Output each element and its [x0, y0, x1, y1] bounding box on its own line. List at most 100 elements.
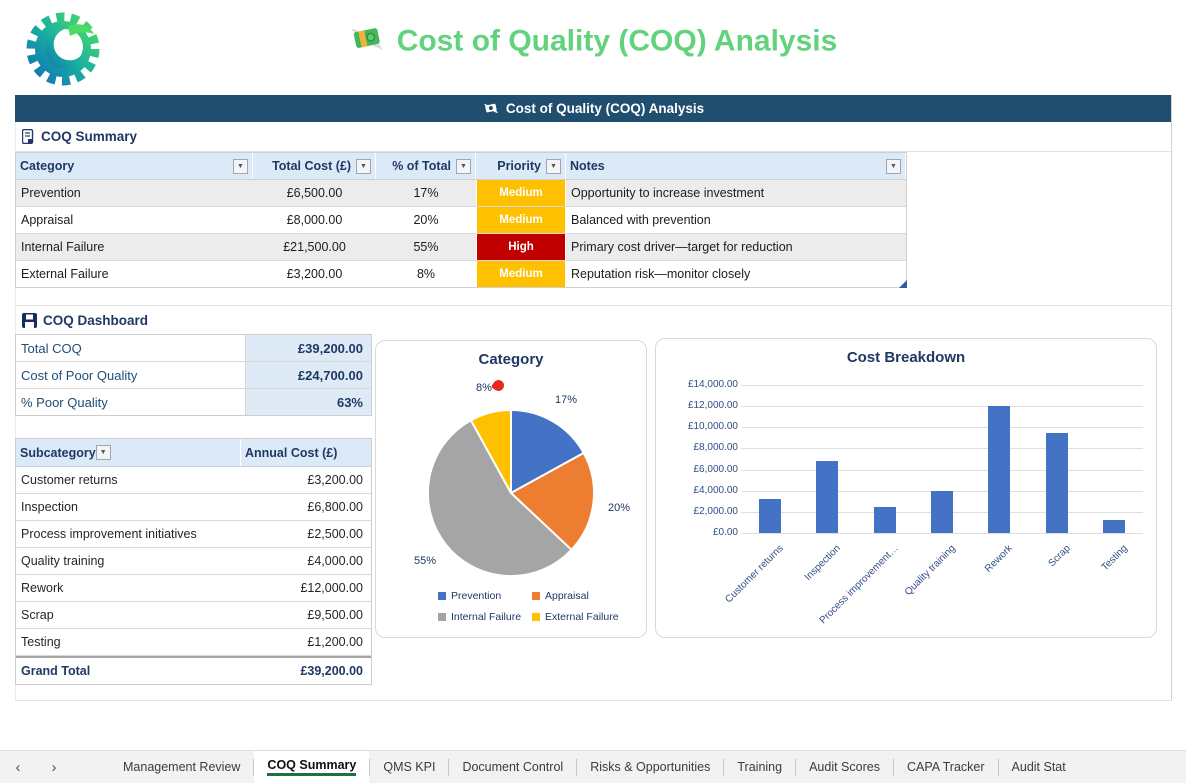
tab-scroll-left-button[interactable]: ‹ [0, 759, 36, 776]
priority-badge[interactable]: High [476, 234, 566, 260]
filter-dropdown[interactable]: ▼ [886, 159, 901, 174]
sheet-tab-label: Audit Scores [809, 760, 880, 774]
sheet-tab-qms-kpi[interactable]: QMS KPI [370, 751, 448, 783]
notes-cell[interactable]: Opportunity to increase investment [566, 180, 906, 206]
sheet-tab-capa-tracker[interactable]: CAPA Tracker [894, 751, 998, 783]
kpi-value[interactable]: £39,200.00 [246, 335, 371, 361]
priority-badge[interactable]: Medium [476, 261, 566, 287]
column-header-priority[interactable]: Priority▼ [476, 153, 566, 179]
kpi-row-poor-quality: % Poor Quality63% [16, 389, 371, 415]
sheet-tab-label: Management Review [123, 760, 240, 774]
category-cell[interactable]: Internal Failure [16, 234, 253, 260]
legend-label: Internal Failure [451, 611, 521, 623]
y-axis-tick-label: £2,000.00 [658, 506, 738, 517]
sheet-tab-management-review[interactable]: Management Review [110, 751, 253, 783]
annual-cost-column-header[interactable]: Annual Cost (£) [241, 439, 371, 466]
subcategory-row-process-improvement-initiatives: Process improvement initiatives£2,500.00 [16, 521, 371, 548]
bar-process-improvement [874, 507, 896, 533]
subcategory-row-rework: Rework£12,000.00 [16, 575, 371, 602]
annual-cost-cell[interactable]: £2,500.00 [241, 521, 371, 547]
subcategory-cell[interactable]: Process improvement initiatives [16, 521, 241, 547]
legend-label: External Failure [545, 611, 619, 623]
pie-plot: 17%20%55%8% [376, 373, 646, 605]
column-header-of-total[interactable]: % of Total ▼ [376, 153, 476, 179]
annual-cost-cell[interactable]: £3,200.00 [241, 467, 371, 493]
money-with-wings-icon [349, 22, 385, 61]
annual-cost-cell[interactable]: £4,000.00 [241, 548, 371, 574]
cost-breakdown-bar-chart[interactable]: Cost Breakdown £0.00£2,000.00£4,000.00£6… [655, 338, 1157, 638]
y-axis-tick-label: £10,000.00 [658, 421, 738, 432]
subcategory-cell[interactable]: Customer returns [16, 467, 241, 493]
category-cell[interactable]: External Failure [16, 261, 253, 287]
bar-quality-training [931, 491, 953, 533]
slice-label-internal-failure: 55% [414, 555, 436, 567]
column-header-category[interactable]: Category▼ [16, 153, 253, 179]
legend-swatch [438, 592, 446, 600]
sheet-tab-training[interactable]: Training [724, 751, 795, 783]
sheet-tab-audit-scores[interactable]: Audit Scores [796, 751, 893, 783]
notes-cell[interactable]: Primary cost driver—target for reduction [566, 234, 906, 260]
annual-cost-cell[interactable]: £6,800.00 [241, 494, 371, 520]
pct-of-total-cell[interactable]: 8% [376, 261, 476, 287]
legend-item-prevention: Prevention [438, 590, 532, 602]
annual-cost-cell[interactable]: £12,000.00 [241, 575, 371, 601]
annual-cost-cell[interactable]: £1,200.00 [241, 629, 371, 655]
legend-item-appraisal: Appraisal [532, 590, 619, 602]
total-cost-cell[interactable]: £21,500.00 [253, 234, 376, 260]
priority-badge[interactable]: Medium [476, 207, 566, 233]
subcategory-row-quality-training: Quality training£4,000.00 [16, 548, 371, 575]
sheet-tab-document-control[interactable]: Document Control [449, 751, 576, 783]
total-cost-cell[interactable]: £3,200.00 [253, 261, 376, 287]
filter-dropdown[interactable]: ▼ [233, 159, 248, 174]
notes-cell[interactable]: Reputation risk—monitor closely [566, 261, 906, 287]
filter-dropdown[interactable]: ▼ [96, 445, 111, 460]
sheet-banner: Cost of Quality (COQ) Analysis [15, 95, 1172, 122]
legend-swatch [532, 613, 540, 621]
annual-cost-cell[interactable]: £9,500.00 [241, 602, 371, 628]
subcategory-column-header[interactable]: Subcategory ▼ [16, 439, 241, 466]
pct-of-total-cell[interactable]: 17% [376, 180, 476, 206]
notes-cell[interactable]: Balanced with prevention [566, 207, 906, 233]
category-pie-chart[interactable]: Category 17%20%55%8% PreventionAppraisal… [375, 340, 647, 638]
kpi-value[interactable]: £24,700.00 [246, 362, 371, 388]
pct-of-total-cell[interactable]: 20% [376, 207, 476, 233]
filter-dropdown[interactable]: ▼ [546, 159, 561, 174]
y-axis-tick-label: £14,000.00 [658, 379, 738, 390]
sheet-tab-label: CAPA Tracker [907, 760, 985, 774]
column-header-label: Notes [570, 159, 605, 173]
subcategory-cell[interactable]: Quality training [16, 548, 241, 574]
subcategory-cell[interactable]: Scrap [16, 602, 241, 628]
subcategory-cell[interactable]: Rework [16, 575, 241, 601]
column-header-total-cost[interactable]: Total Cost (£) ▼ [253, 153, 376, 179]
category-cell[interactable]: Prevention [16, 180, 253, 206]
total-cost-cell[interactable]: £6,500.00 [253, 180, 376, 206]
tab-scroll-right-button[interactable]: › [36, 759, 72, 776]
pct-of-total-cell[interactable]: 55% [376, 234, 476, 260]
subcategory-table: Subcategory ▼ Annual Cost (£) Customer r… [15, 438, 372, 685]
coq-analysis-sheet: Cost of Quality (COQ) Analysis Cost of Q… [0, 0, 1186, 783]
total-cost-cell[interactable]: £8,000.00 [253, 207, 376, 233]
sheet-tab-risks-opportunities[interactable]: Risks & Opportunities [577, 751, 723, 783]
legend-label: Prevention [451, 590, 501, 602]
x-axis-tick-label: Customer returns [672, 543, 786, 657]
sheet-tab-audit-stat[interactable]: Audit Stat [999, 751, 1079, 783]
slice-label-external-failure: 8% [476, 382, 492, 394]
sheet-tab-coq-summary[interactable]: COQ Summary [254, 751, 369, 783]
subcategory-row-scrap: Scrap£9,500.00 [16, 602, 371, 629]
subcategory-cell[interactable]: Testing [16, 629, 241, 655]
column-header-notes[interactable]: Notes ▼ [566, 153, 906, 179]
filter-dropdown[interactable]: ▼ [356, 159, 371, 174]
column-header-label: Total Cost (£) [272, 159, 351, 173]
kpi-value[interactable]: 63% [246, 389, 371, 415]
slice-label-appraisal: 20% [608, 502, 630, 514]
subcategory-row-inspection: Inspection£6,800.00 [16, 494, 371, 521]
legend-swatch [532, 592, 540, 600]
sheet-tab-label: QMS KPI [383, 760, 435, 774]
subcategory-cell[interactable]: Inspection [16, 494, 241, 520]
sheet-tab-label: Document Control [462, 760, 563, 774]
table-resize-handle[interactable] [899, 280, 907, 288]
filter-dropdown[interactable]: ▼ [456, 159, 471, 174]
priority-badge[interactable]: Medium [476, 180, 566, 206]
column-header-label: % of Total [392, 159, 451, 173]
category-cell[interactable]: Appraisal [16, 207, 253, 233]
